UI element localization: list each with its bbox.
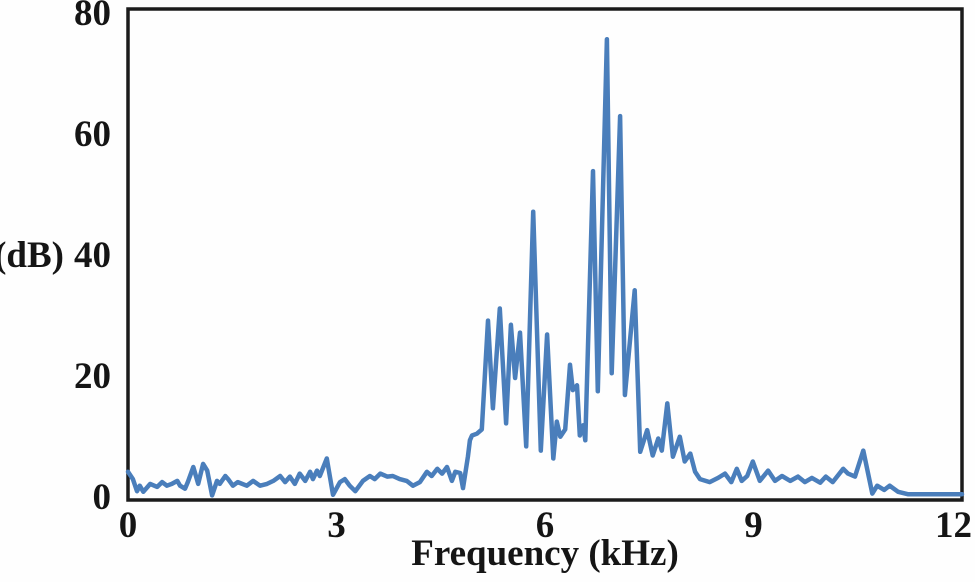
x-tick-label: 9 (744, 505, 763, 546)
spectrum-line (125, 36, 965, 498)
plot-border (126, 7, 964, 502)
axis-tick-labels: 0 20 40 60 80 0 3 6 9 12 (74, 0, 972, 546)
x-tick-label: 6 (536, 505, 555, 546)
x-tick-label: 12 (935, 505, 972, 546)
x-axis-title: Frequency (kHz) (411, 533, 679, 574)
y-tick-label: 0 (93, 477, 112, 518)
x-tick-label: 0 (119, 505, 138, 546)
x-tick-label: 3 (327, 505, 346, 546)
y-tick-label: 20 (74, 356, 111, 397)
y-axis-title: (dB) (0, 235, 64, 276)
y-tick-label: 40 (74, 235, 111, 276)
spectrum-line-layer (125, 36, 965, 498)
y-tick-label: 80 (74, 0, 111, 34)
y-tick-label: 60 (74, 114, 111, 155)
